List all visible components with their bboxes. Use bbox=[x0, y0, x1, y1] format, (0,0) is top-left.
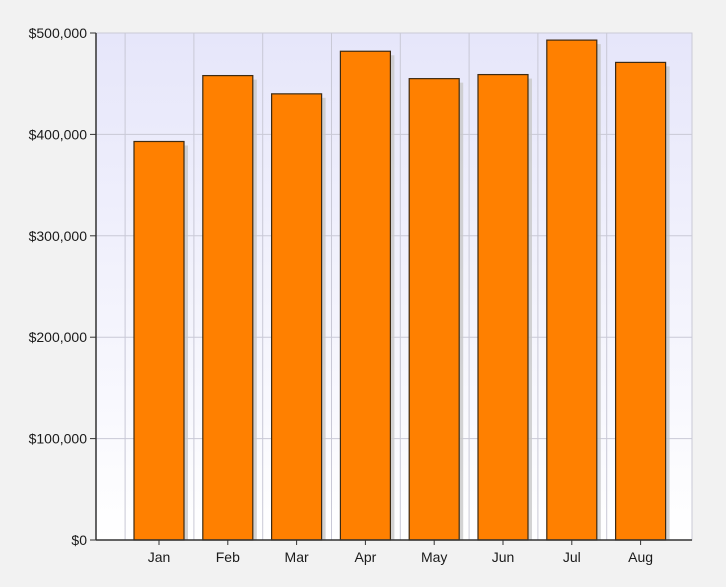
x-tick-label: Jun bbox=[492, 549, 515, 565]
axes bbox=[95, 33, 692, 541]
bars bbox=[133, 39, 667, 541]
y-tick-label: $200,000 bbox=[29, 329, 88, 345]
bar-feb bbox=[202, 74, 254, 541]
bar-mar bbox=[271, 93, 323, 541]
x-tick-label: Mar bbox=[285, 549, 309, 565]
x-tick-label: Apr bbox=[355, 549, 377, 565]
bar-jun bbox=[477, 73, 529, 541]
y-tick-label: $100,000 bbox=[29, 431, 88, 447]
y-tick-label: $500,000 bbox=[29, 25, 88, 41]
x-tick-label: Aug bbox=[628, 549, 653, 565]
x-tick-label: Feb bbox=[216, 549, 240, 565]
x-tick-labels: Jan Feb Mar Apr May Jun Jul Aug bbox=[148, 540, 653, 565]
y-tick-label: $300,000 bbox=[29, 228, 88, 244]
x-tick-label: May bbox=[421, 549, 447, 565]
y-tick-labels: $0 $100,000 $200,000 $300,000 $400,000 $500,0… bbox=[29, 25, 96, 548]
bar-jul bbox=[546, 39, 598, 541]
bar-aug bbox=[614, 61, 667, 541]
y-tick-label: $0 bbox=[71, 532, 87, 548]
x-tick-label: Jan bbox=[148, 549, 171, 565]
y-tick-label: $400,000 bbox=[29, 126, 88, 142]
bar-may bbox=[408, 78, 460, 541]
x-tick-label: Jul bbox=[563, 549, 581, 565]
bar-apr bbox=[339, 50, 391, 541]
bar-jan bbox=[133, 140, 185, 541]
